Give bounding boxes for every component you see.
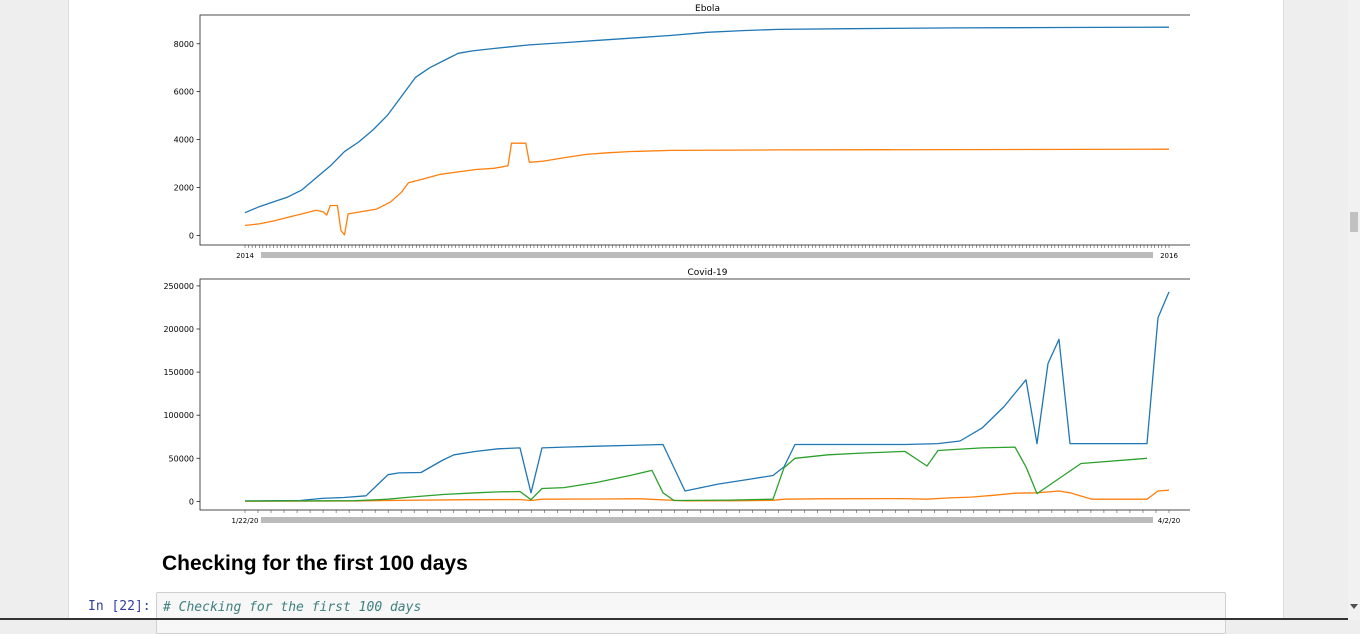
series-line-2: [244, 489, 1170, 502]
plot-frame: [199, 14, 1190, 246]
series-line-3: [244, 446, 1148, 502]
plot-frame: [199, 278, 1190, 511]
y-tick-label: 4000: [174, 136, 194, 145]
code-comment: # Checking for the first 100 days: [163, 600, 422, 615]
x-tick-label: 1/22/20: [232, 517, 259, 525]
code-cell-input[interactable]: # Checking for the first 100 days: [156, 592, 1226, 634]
y-tick-label: 8000: [174, 40, 194, 49]
x-tick-label: 4/2/20: [1158, 517, 1181, 525]
scroll-down-arrow-icon[interactable]: [1350, 604, 1358, 609]
chart-title: Ebola: [695, 4, 720, 14]
covid-chart: Covid-19 0 50000 100000 150000 200000 250000 1/…: [163, 268, 1190, 525]
y-tick-label: 200000: [163, 325, 194, 334]
series-line-1: [244, 291, 1170, 502]
ebola-chart: Ebola 0 2000 4000 6000 8000 2014 2016: [174, 4, 1190, 260]
y-tick-label: 50000: [169, 454, 194, 463]
x-tick-label-band: [261, 517, 1153, 523]
x-tick-label: 2016: [1160, 252, 1178, 260]
y-tick-label: 150000: [163, 368, 194, 377]
x-tick-label: 2014: [236, 252, 254, 260]
series-line-2: [244, 142, 1170, 236]
series-line-1: [244, 26, 1170, 214]
y-tick-label: 250000: [163, 282, 194, 291]
y-tick-label: 6000: [174, 88, 194, 97]
output-figure: Ebola 0 2000 4000 6000 8000 2014 2016 Covid-19 0…: [163, 4, 1190, 525]
vertical-scrollbar[interactable]: [1348, 0, 1360, 620]
cell-prompt: In [22]:: [88, 599, 151, 614]
y-tick-label: 0: [189, 497, 194, 506]
y-tick-label: 0: [189, 231, 194, 240]
y-tick-label: 100000: [163, 411, 194, 420]
y-tick-label: 2000: [174, 184, 194, 193]
x-tick-label-band: [261, 252, 1153, 258]
scrollbar-thumb[interactable]: [1350, 212, 1358, 232]
section-heading: Checking for the first 100 days: [162, 552, 468, 575]
chart-title: Covid-19: [687, 268, 727, 278]
bottom-border: [0, 618, 1348, 620]
